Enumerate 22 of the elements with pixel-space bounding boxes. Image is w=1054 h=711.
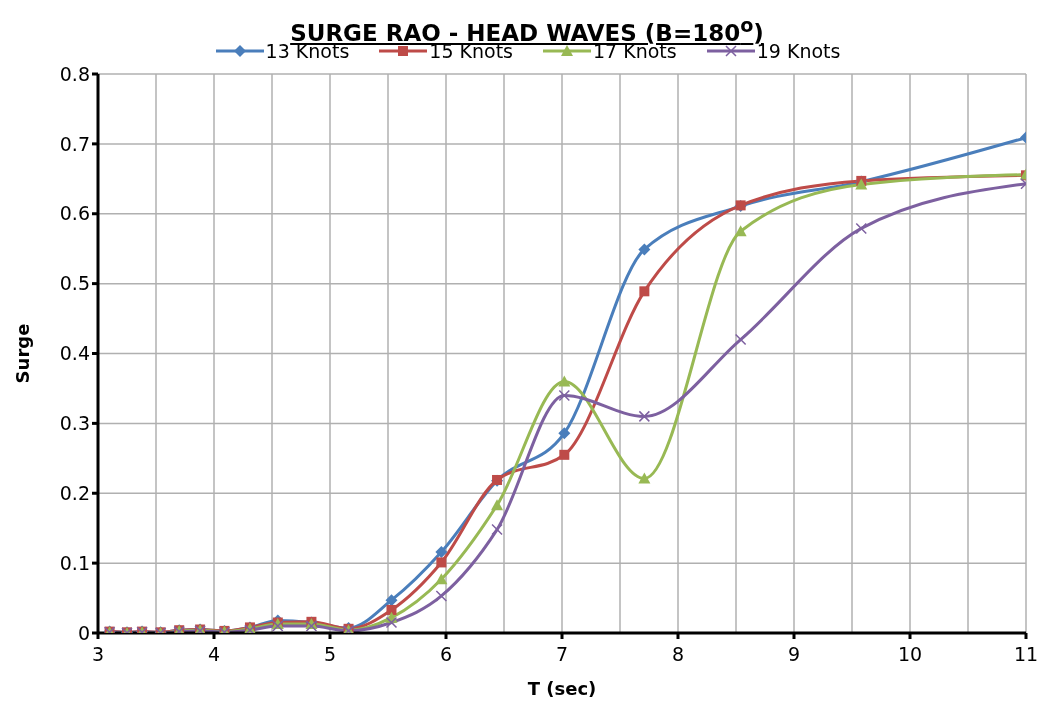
- x-tick-label: 4: [207, 643, 221, 665]
- x-tick-label: 11: [1013, 643, 1039, 665]
- y-tick-label: 0: [77, 621, 90, 644]
- x-tick-label: 6: [439, 643, 453, 665]
- x-tick-label: 9: [787, 643, 801, 665]
- x-tick-label: 7: [555, 643, 569, 665]
- y-axis-title: Surge: [12, 323, 34, 384]
- y-tick-label: 0.2: [59, 481, 90, 504]
- y-tick-label: 0.3: [59, 412, 90, 435]
- x-axis-title: T (sec): [527, 678, 597, 699]
- y-tick-label: 0.7: [59, 132, 90, 155]
- legend-label: 15 Knots: [429, 40, 513, 62]
- y-tick-label: 0.4: [59, 342, 90, 365]
- x-tick-label: 3: [91, 643, 105, 665]
- legend-label: 13 Knots: [265, 40, 350, 62]
- x-tick-label: 8: [671, 643, 685, 665]
- y-tick-label: 0.5: [59, 272, 90, 295]
- y-tick-label: 0.8: [59, 62, 90, 85]
- x-tick-label: 5: [323, 643, 337, 665]
- y-tick-label: 0.1: [59, 551, 90, 574]
- y-tick-label: 0.6: [59, 202, 90, 225]
- x-tick-label: 10: [897, 643, 923, 665]
